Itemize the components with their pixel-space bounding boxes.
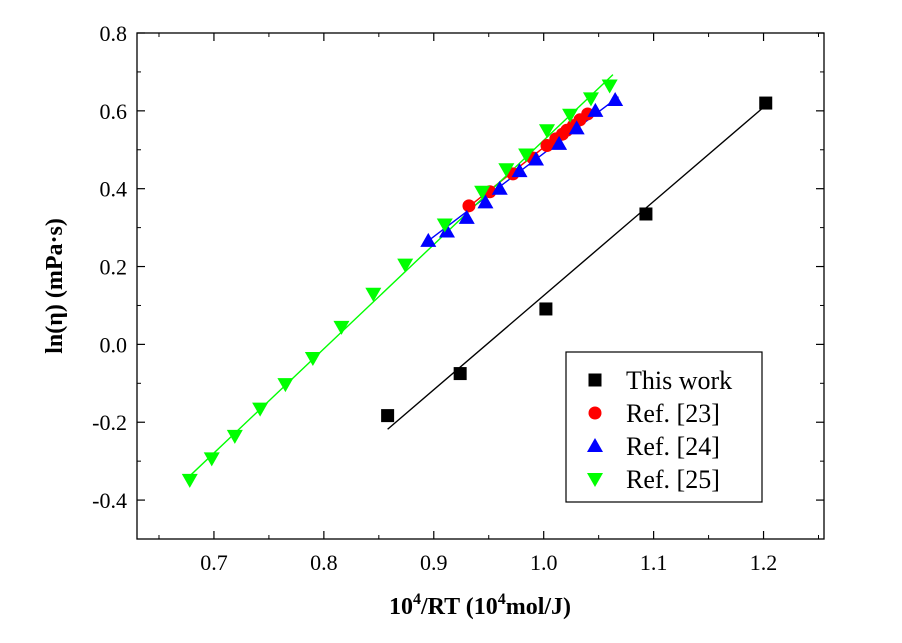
x-tick-label: 0.8 bbox=[310, 550, 338, 575]
legend-marker-series-1 bbox=[588, 406, 602, 420]
data-point-series-0 bbox=[759, 96, 773, 110]
x-axis-title-sup: 4 bbox=[413, 591, 421, 608]
y-tick-label: 0.4 bbox=[100, 177, 128, 202]
data-point-series-2 bbox=[511, 163, 528, 178]
data-point-series-3 bbox=[226, 429, 243, 444]
data-point-series-2 bbox=[491, 180, 508, 195]
data-point-series-3 bbox=[601, 79, 618, 94]
data-point-series-3 bbox=[252, 402, 269, 417]
data-point-series-2 bbox=[607, 91, 624, 106]
legend-label-series-2: Ref. [24] bbox=[626, 432, 720, 461]
data-point-series-2 bbox=[477, 194, 494, 209]
data-point-series-0 bbox=[453, 367, 467, 381]
data-point-series-3 bbox=[277, 378, 294, 393]
x-tick-label: 1.2 bbox=[750, 550, 778, 575]
y-tick-label: 0.8 bbox=[100, 21, 128, 46]
legend-label-series-3: Ref. [25] bbox=[626, 465, 720, 494]
data-point-series-3 bbox=[539, 124, 556, 139]
x-axis-title-tail: mol/J) bbox=[506, 594, 571, 620]
data-point-series-3 bbox=[582, 92, 599, 107]
data-point-series-3 bbox=[333, 320, 350, 335]
x-tick-label: 1.1 bbox=[640, 550, 668, 575]
x-tick-label: 0.7 bbox=[200, 550, 228, 575]
data-point-series-2 bbox=[438, 223, 455, 238]
legend-marker-series-0 bbox=[588, 373, 602, 387]
y-axis-title: ln(η) (mPa·s) bbox=[42, 218, 68, 354]
data-point-series-0 bbox=[639, 207, 653, 221]
axis-ticks: 0.7 0.8 0.9 1.0 1.1 1.2 -0.4 -0.2 0.0 0.2 0.4 0.6 0.… bbox=[92, 21, 824, 575]
data-point-series-2 bbox=[587, 102, 604, 117]
data-point-series-0 bbox=[381, 409, 395, 423]
x-tick-label: 1.0 bbox=[530, 550, 558, 575]
fit-line-series-3 bbox=[189, 74, 614, 477]
y-tick-label: -0.2 bbox=[92, 410, 127, 435]
plot-frame bbox=[136, 32, 825, 540]
legend-marker-series-2 bbox=[587, 438, 603, 452]
data-point-series-2 bbox=[420, 232, 437, 247]
data-point-series-0 bbox=[539, 302, 553, 316]
y-tick-label: -0.4 bbox=[92, 488, 127, 513]
y-tick-label: 0.2 bbox=[100, 255, 128, 280]
x-axis-title-sup2: 4 bbox=[498, 591, 506, 608]
fit-line-series-0 bbox=[387, 104, 767, 430]
x-axis-title-mid: /RT (10 bbox=[420, 594, 498, 620]
data-point-series-3 bbox=[181, 473, 198, 488]
data-point-series-2 bbox=[458, 209, 475, 224]
y-tick-label: 0.0 bbox=[100, 332, 128, 357]
data-point-series-2 bbox=[551, 135, 568, 150]
x-axis-title-base: 10 bbox=[389, 594, 413, 620]
data-point-series-2 bbox=[528, 151, 545, 166]
legend-items: This work Ref. [23] Ref. [24] Ref. [25] bbox=[587, 366, 732, 494]
data-point-series-3 bbox=[397, 258, 414, 273]
data-point-series-3 bbox=[498, 163, 515, 178]
data-points bbox=[181, 79, 773, 488]
x-tick-label: 0.9 bbox=[420, 550, 448, 575]
y-tick-label: 0.6 bbox=[100, 99, 128, 124]
data-point-series-3 bbox=[203, 452, 220, 467]
data-point-series-1 bbox=[462, 199, 476, 213]
legend: This work Ref. [23] Ref. [24] Ref. [25] bbox=[565, 351, 763, 503]
data-point-series-3 bbox=[518, 148, 535, 163]
x-axis-title: 104/RT (104mol/J) bbox=[389, 591, 571, 620]
data-point-series-3 bbox=[304, 352, 321, 367]
data-point-series-3 bbox=[365, 287, 382, 302]
legend-marker-series-3 bbox=[587, 473, 603, 487]
data-point-series-2 bbox=[568, 120, 585, 135]
legend-label-series-0: This work bbox=[626, 366, 732, 395]
data-point-series-3 bbox=[562, 108, 579, 123]
data-point-series-3 bbox=[474, 185, 491, 200]
legend-label-series-1: Ref. [23] bbox=[626, 399, 720, 428]
data-point-series-3 bbox=[436, 218, 453, 233]
